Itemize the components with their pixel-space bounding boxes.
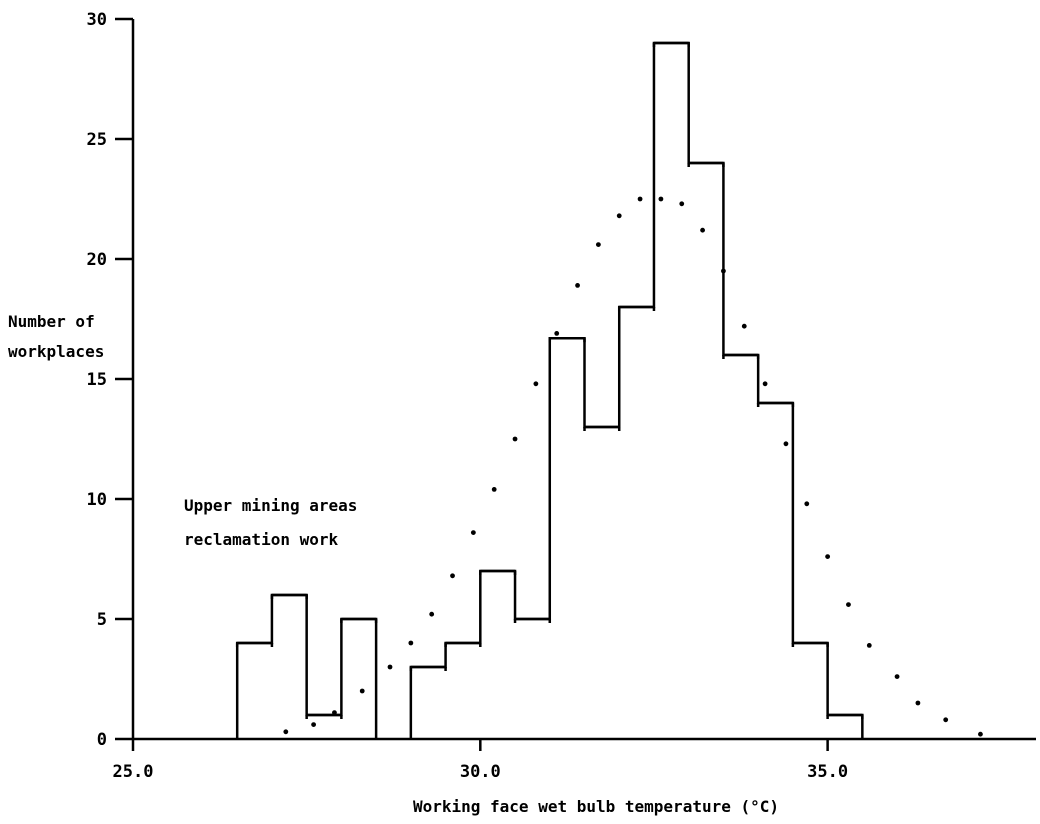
y-tick-label: 0 (97, 730, 107, 750)
curve-point (408, 640, 414, 646)
y-tick-label: 20 (87, 250, 107, 270)
y-axis-title-line-2: workplaces (8, 342, 104, 361)
curve-point (783, 441, 789, 447)
curve-point (915, 700, 921, 706)
curve-point (825, 554, 831, 559)
curve-point (700, 227, 705, 233)
curve-point (491, 487, 497, 492)
y-tick-label: 30 (87, 10, 107, 30)
curve-point (762, 381, 768, 387)
curve-point (866, 643, 872, 648)
curve-point (616, 213, 622, 219)
curve-point (470, 530, 476, 535)
curve-point (450, 573, 455, 579)
curve-point (311, 722, 316, 727)
annotation-line-1: Upper mining areas (184, 496, 357, 515)
y-tick-label: 10 (87, 490, 107, 510)
curve-point (554, 331, 560, 336)
x-axis-title: Working face wet bulb temperature (°C) (413, 797, 779, 816)
curve-point (595, 242, 601, 248)
y-tick-label: 15 (87, 370, 107, 390)
y-tick-label: 5 (97, 610, 107, 630)
histogram-bars (235, 41, 864, 739)
curve-point (387, 664, 393, 670)
chart-labels: Number of workplaces Upper mining areas … (8, 312, 779, 816)
curve-point (637, 196, 643, 202)
curve-point (846, 602, 851, 607)
curve-point (679, 201, 685, 207)
x-tick-label: 25.0 (113, 762, 154, 782)
curve-point (283, 729, 289, 735)
curve-point (533, 381, 539, 387)
curve-point (658, 196, 664, 202)
curve-point (804, 501, 810, 507)
x-tick-label: 35.0 (807, 762, 848, 782)
curve-point (978, 731, 983, 737)
curve-point (359, 688, 365, 694)
annotation-line-2: reclamation work (184, 530, 338, 549)
histogram-outline (409, 41, 864, 739)
y-tick-label: 25 (87, 130, 107, 150)
curve-point (512, 436, 518, 442)
x-tick-label: 30.0 (460, 762, 501, 782)
curve-point (429, 611, 435, 617)
y-axis-title-line-1: Number of (8, 312, 95, 331)
curve-point (575, 283, 580, 288)
curve-point (741, 323, 747, 329)
curve-point (894, 674, 900, 679)
curve-point (943, 717, 949, 723)
axes: 0 5 10 15 20 25 30 25.0 30.0 35.0 (87, 10, 1036, 782)
fitted-curve (283, 196, 983, 737)
